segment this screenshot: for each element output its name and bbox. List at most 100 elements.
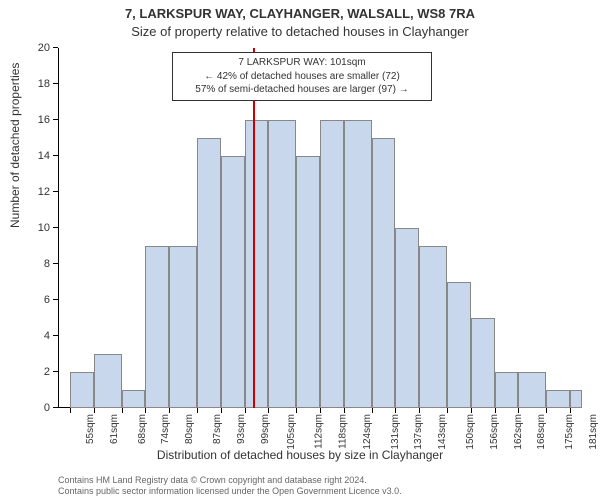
x-tick-mark bbox=[296, 408, 297, 413]
x-tick-label: 168sqm bbox=[536, 414, 547, 450]
y-tick-mark bbox=[53, 47, 58, 48]
x-tick-label: 68sqm bbox=[137, 414, 148, 444]
x-tick-mark bbox=[419, 408, 420, 413]
x-tick-mark bbox=[268, 408, 269, 413]
x-tick-label: 74sqm bbox=[160, 414, 171, 444]
x-tick-mark bbox=[245, 408, 246, 413]
x-tick-label: 105sqm bbox=[286, 414, 297, 450]
y-tick-label: 0 bbox=[44, 402, 50, 414]
y-tick-mark bbox=[53, 371, 58, 372]
histogram-bar bbox=[268, 120, 296, 408]
x-tick-mark bbox=[70, 408, 71, 413]
y-tick-label: 2 bbox=[44, 366, 50, 378]
y-tick-label: 12 bbox=[38, 186, 50, 198]
x-tick-mark bbox=[145, 408, 146, 413]
histogram-bar bbox=[495, 372, 519, 408]
chart-subtitle: Size of property relative to detached ho… bbox=[0, 24, 600, 39]
y-tick-label: 10 bbox=[38, 222, 50, 234]
histogram-bar bbox=[94, 354, 122, 408]
x-tick-mark bbox=[344, 408, 345, 413]
histogram-bar bbox=[70, 372, 94, 408]
x-tick-label: 150sqm bbox=[465, 414, 476, 450]
x-tick-label: 162sqm bbox=[512, 414, 523, 450]
x-tick-mark bbox=[495, 408, 496, 413]
x-tick-mark bbox=[221, 408, 222, 413]
histogram-bar bbox=[471, 318, 495, 408]
histogram-bar bbox=[122, 390, 146, 408]
x-tick-mark bbox=[94, 408, 95, 413]
histogram-bar bbox=[372, 138, 396, 408]
x-tick-mark bbox=[546, 408, 547, 413]
y-tick-mark bbox=[53, 83, 58, 84]
histogram-bar bbox=[395, 228, 419, 408]
x-tick-label: 143sqm bbox=[437, 414, 448, 450]
plot-area: 0246810121416182055sqm61sqm68sqm74sqm80s… bbox=[58, 48, 582, 408]
x-tick-mark bbox=[122, 408, 123, 413]
footer-line2: Contains public sector information licen… bbox=[58, 486, 402, 498]
annotation-line2: ← 42% of detached houses are smaller (72… bbox=[179, 70, 425, 84]
annotation-box: 7 LARKSPUR WAY: 101sqm ← 42% of detached… bbox=[172, 52, 432, 101]
y-tick-label: 8 bbox=[44, 258, 50, 270]
footer-line1: Contains HM Land Registry data © Crown c… bbox=[58, 475, 402, 487]
x-tick-mark bbox=[169, 408, 170, 413]
x-tick-label: 61sqm bbox=[109, 414, 120, 444]
y-axis-label: Number of detached properties bbox=[8, 63, 22, 228]
x-tick-label: 131sqm bbox=[389, 414, 400, 450]
y-tick-label: 14 bbox=[38, 150, 50, 162]
histogram-bar bbox=[245, 120, 269, 408]
x-tick-label: 181sqm bbox=[588, 414, 599, 450]
y-tick-label: 20 bbox=[38, 42, 50, 54]
x-tick-mark bbox=[372, 408, 373, 413]
footer-attribution: Contains HM Land Registry data © Crown c… bbox=[58, 475, 402, 498]
chart-title-address: 7, LARKSPUR WAY, CLAYHANGER, WALSALL, WS… bbox=[0, 6, 600, 21]
y-tick-mark bbox=[53, 263, 58, 264]
x-tick-label: 112sqm bbox=[314, 414, 325, 449]
y-tick-mark bbox=[53, 335, 58, 336]
y-axis-line bbox=[58, 48, 59, 408]
x-tick-label: 87sqm bbox=[212, 414, 223, 444]
y-tick-mark bbox=[53, 155, 58, 156]
x-tick-mark bbox=[197, 408, 198, 413]
histogram-bar bbox=[518, 372, 546, 408]
x-tick-label: 99sqm bbox=[260, 414, 271, 444]
x-tick-label: 175sqm bbox=[564, 414, 575, 450]
y-tick-label: 4 bbox=[44, 330, 50, 342]
histogram-bar bbox=[419, 246, 447, 408]
histogram-bar bbox=[197, 138, 221, 408]
histogram-bar bbox=[145, 246, 169, 408]
y-tick-mark bbox=[53, 407, 58, 408]
histogram-bar bbox=[221, 156, 245, 408]
x-axis-label: Distribution of detached houses by size … bbox=[0, 448, 600, 462]
y-tick-mark bbox=[53, 191, 58, 192]
annotation-line1: 7 LARKSPUR WAY: 101sqm bbox=[179, 56, 425, 70]
x-tick-label: 93sqm bbox=[236, 414, 247, 444]
x-tick-mark bbox=[570, 408, 571, 413]
x-tick-label: 80sqm bbox=[184, 414, 195, 444]
histogram-bar bbox=[546, 390, 570, 408]
x-tick-mark bbox=[395, 408, 396, 413]
histogram-bar bbox=[296, 156, 320, 408]
property-size-chart: 7, LARKSPUR WAY, CLAYHANGER, WALSALL, WS… bbox=[0, 0, 600, 500]
x-tick-label: 118sqm bbox=[337, 414, 348, 449]
x-tick-label: 124sqm bbox=[362, 414, 373, 450]
histogram-bar bbox=[344, 120, 372, 408]
x-tick-label: 55sqm bbox=[85, 414, 96, 444]
x-tick-mark bbox=[518, 408, 519, 413]
x-tick-mark bbox=[320, 408, 321, 413]
reference-line bbox=[253, 48, 255, 408]
annotation-line3: 57% of semi-detached houses are larger (… bbox=[179, 83, 425, 97]
histogram-bar bbox=[169, 246, 197, 408]
y-tick-mark bbox=[53, 299, 58, 300]
histogram-bar bbox=[570, 390, 582, 408]
x-tick-label: 137sqm bbox=[413, 414, 424, 450]
y-tick-mark bbox=[53, 119, 58, 120]
y-tick-label: 18 bbox=[38, 78, 50, 90]
histogram-bar bbox=[447, 282, 471, 408]
y-tick-label: 16 bbox=[38, 114, 50, 126]
x-tick-label: 156sqm bbox=[489, 414, 500, 450]
histogram-bar bbox=[320, 120, 344, 408]
x-tick-mark bbox=[447, 408, 448, 413]
y-tick-label: 6 bbox=[44, 294, 50, 306]
y-tick-mark bbox=[53, 227, 58, 228]
x-tick-mark bbox=[471, 408, 472, 413]
